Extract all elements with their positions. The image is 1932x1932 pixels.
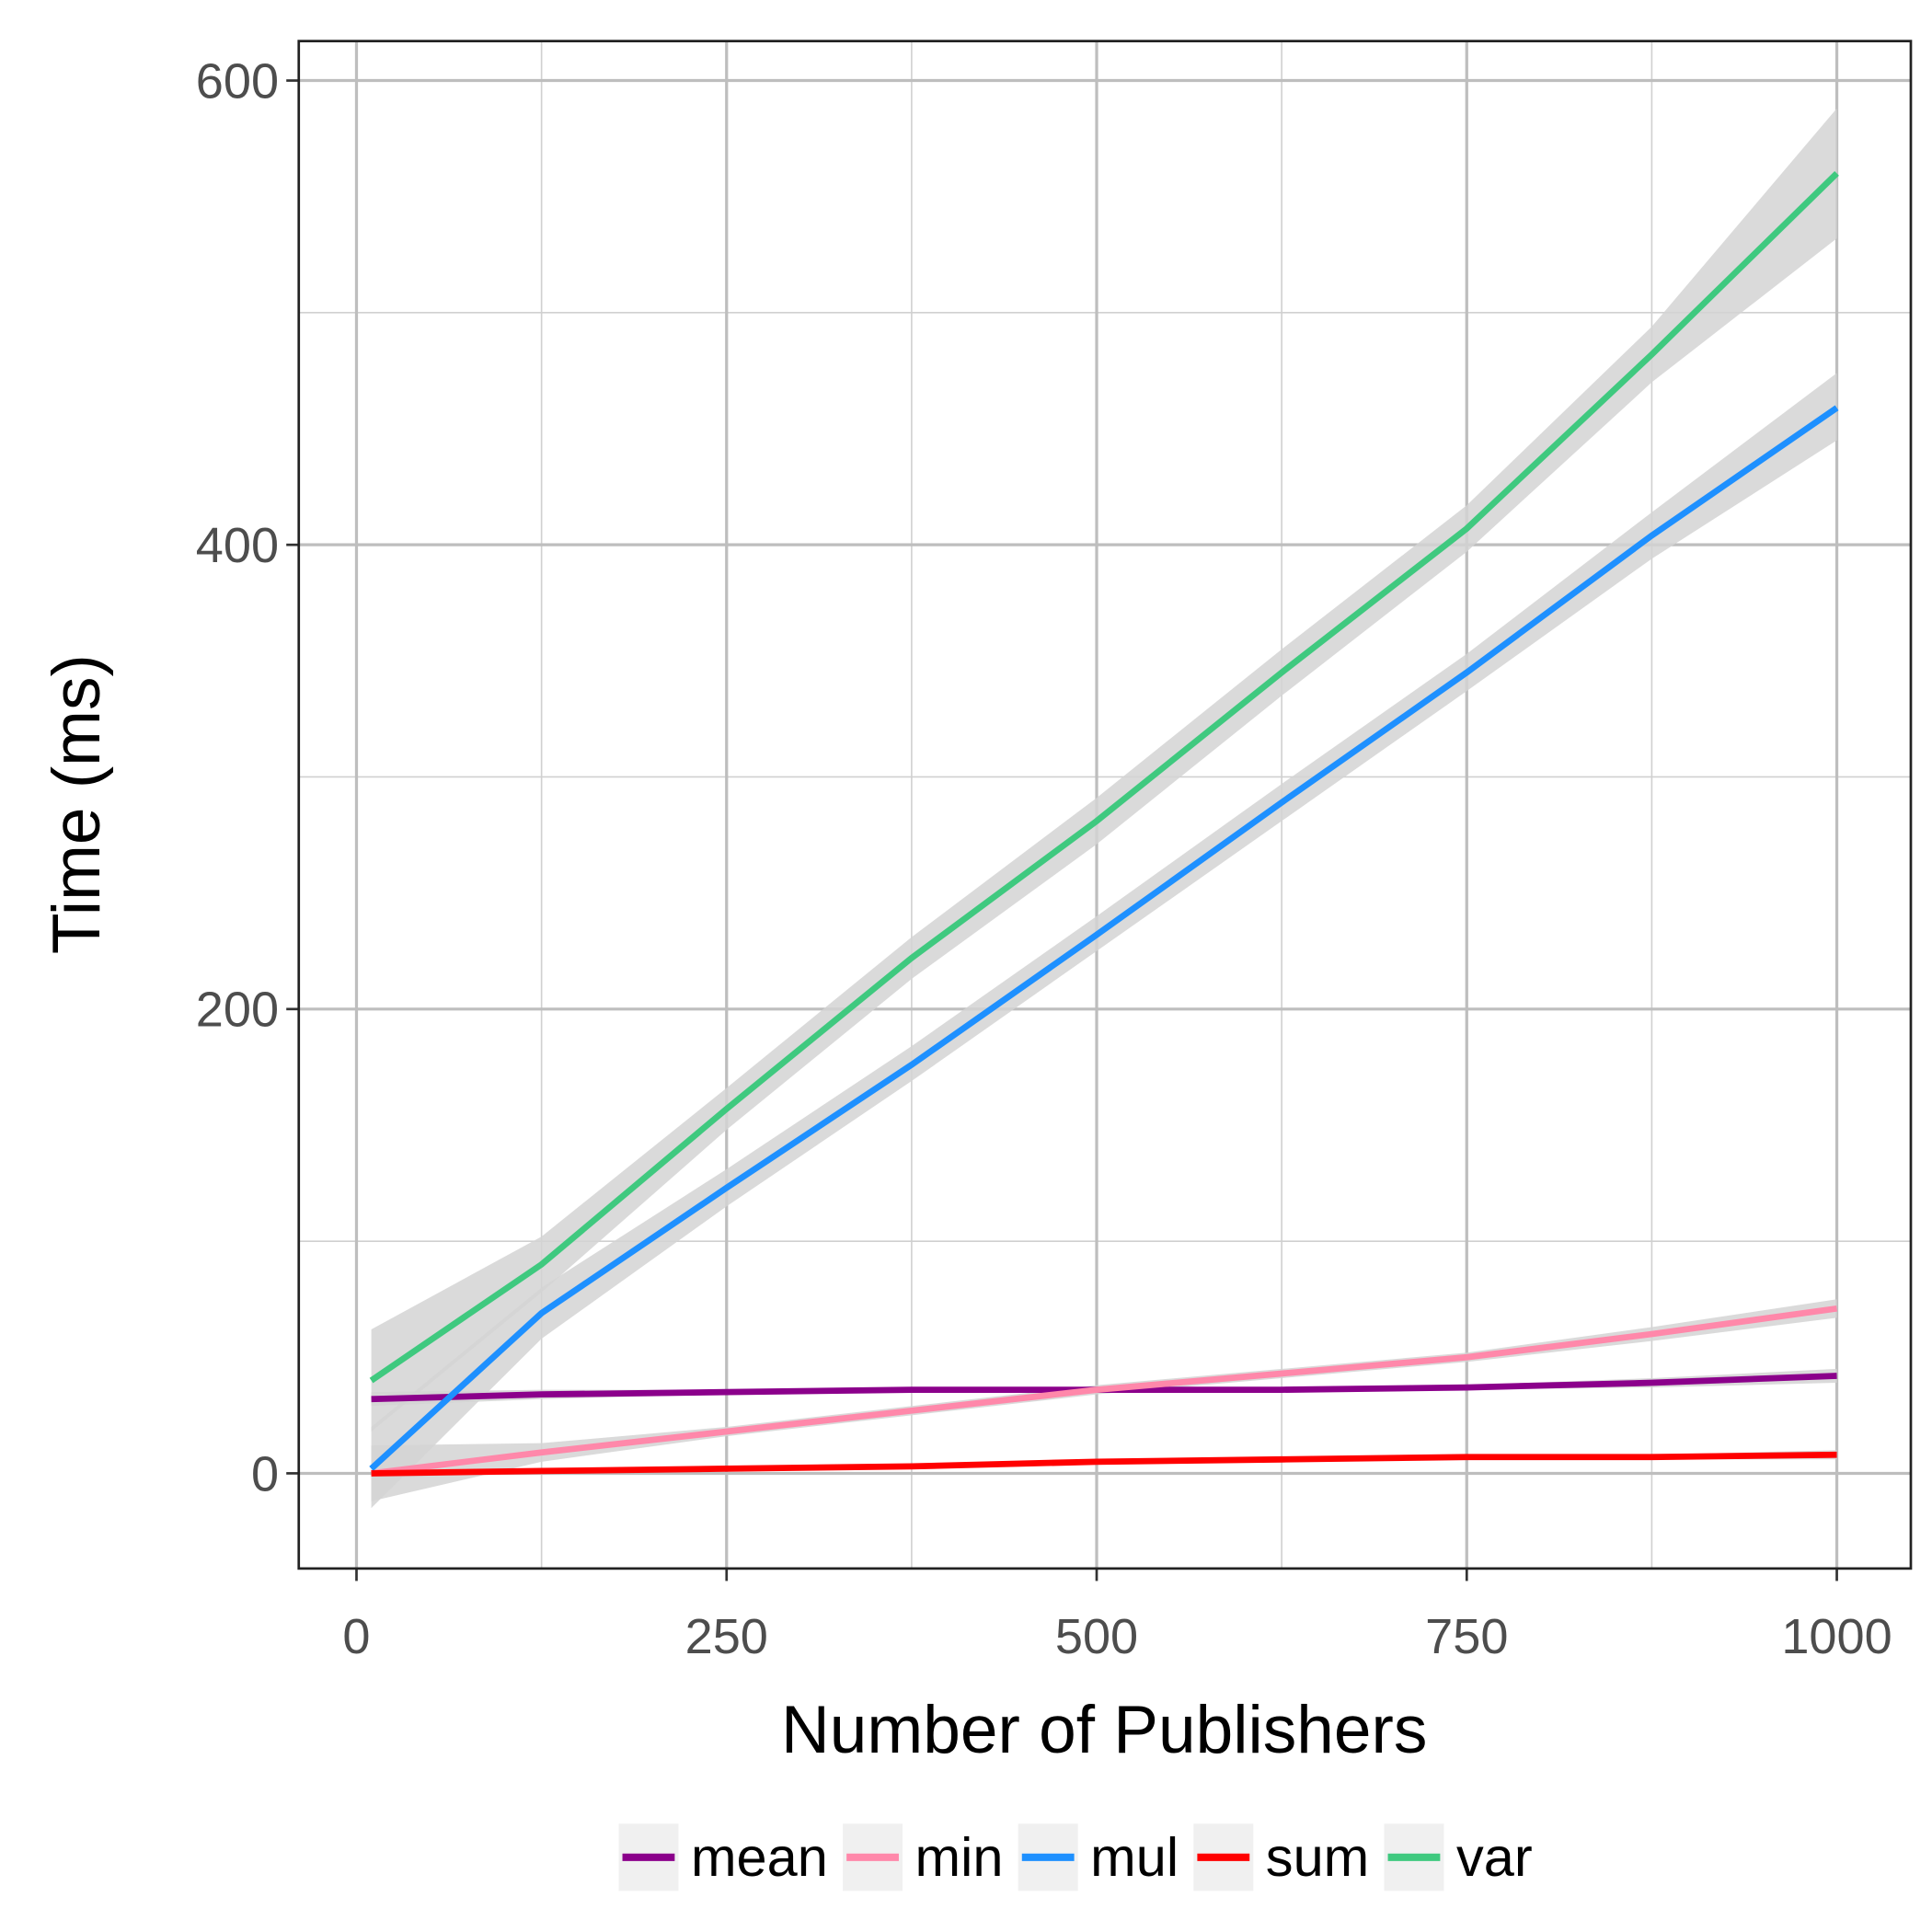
confidence-band bbox=[371, 373, 1837, 1509]
legend-label: mul bbox=[1090, 1826, 1179, 1888]
y-tick-label: 600 bbox=[196, 53, 279, 109]
y-tick-label: 0 bbox=[251, 1446, 279, 1501]
series-line bbox=[369, 171, 1839, 1384]
confidence-band bbox=[371, 108, 1837, 1432]
x-tick-label: 500 bbox=[1055, 1609, 1138, 1664]
legend-label: var bbox=[1456, 1826, 1533, 1888]
series-line bbox=[371, 1305, 1838, 1477]
legend-label: sum bbox=[1266, 1826, 1369, 1888]
x-tick-label: 1000 bbox=[1781, 1609, 1892, 1664]
y-tick-label: 400 bbox=[196, 518, 279, 573]
x-axis-title: Number of Publishers bbox=[781, 1693, 1427, 1767]
series-line bbox=[369, 405, 1839, 1471]
legend-label: min bbox=[915, 1826, 1004, 1888]
plot-border bbox=[297, 40, 1913, 1570]
y-tick-label: 200 bbox=[196, 983, 279, 1038]
x-tick-label: 0 bbox=[342, 1609, 370, 1664]
x-tick-label: 750 bbox=[1425, 1609, 1508, 1664]
x-tick-label: 250 bbox=[685, 1609, 768, 1664]
y-axis-title: Time (ms) bbox=[40, 654, 114, 954]
legend-label: mean bbox=[691, 1826, 828, 1888]
series-line bbox=[371, 1451, 1837, 1477]
